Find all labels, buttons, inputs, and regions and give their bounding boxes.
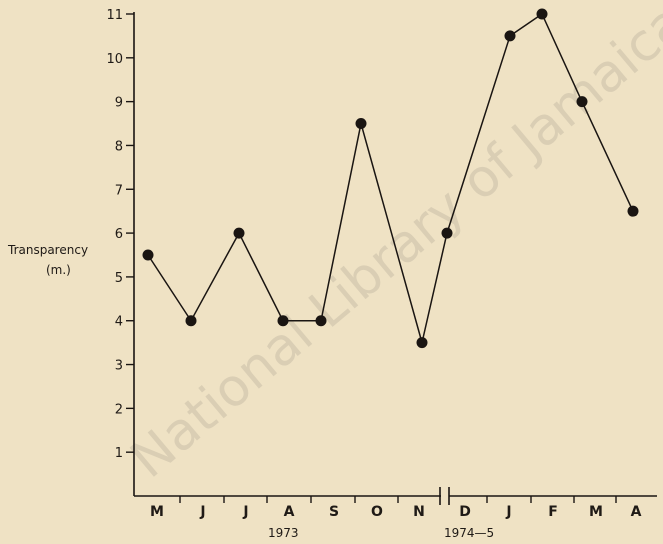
x-tick-label-5: O bbox=[371, 504, 383, 520]
x-tick-label-3: A bbox=[284, 504, 295, 520]
x-tick-label-4: S bbox=[329, 504, 339, 520]
data-point-8 bbox=[504, 30, 516, 42]
y-tick-label-8: 8 bbox=[115, 139, 123, 154]
y-axis-label-line2: (m.) bbox=[46, 263, 71, 277]
y-tick-label-5: 5 bbox=[115, 271, 123, 286]
data-point-7 bbox=[441, 227, 453, 239]
data-point-3 bbox=[277, 315, 289, 327]
y-tick-label-7: 7 bbox=[115, 183, 123, 198]
data-point-11 bbox=[627, 205, 639, 217]
series-transparency bbox=[142, 8, 639, 349]
data-point-4 bbox=[315, 315, 327, 327]
data-point-9 bbox=[536, 8, 548, 20]
x-tick-label-7: D bbox=[459, 504, 471, 520]
group-label-1974-5: 1974—5 bbox=[444, 526, 494, 540]
y-tick-label-4: 4 bbox=[115, 315, 123, 330]
y-tick-label-9: 9 bbox=[115, 96, 123, 111]
x-tick-label-11: A bbox=[631, 504, 642, 520]
watermark: National Library of Jamaica bbox=[120, 0, 663, 490]
x-tick-label-8: J bbox=[505, 504, 511, 520]
data-point-6 bbox=[416, 337, 428, 349]
data-point-5 bbox=[355, 118, 367, 130]
data-point-1 bbox=[185, 315, 197, 327]
data-point-2 bbox=[233, 227, 245, 239]
x-tick-label-0: M bbox=[150, 504, 164, 520]
y-tick-label-3: 3 bbox=[115, 359, 123, 374]
x-tick-label-2: J bbox=[242, 504, 248, 520]
group-label-1973: 1973 bbox=[268, 526, 299, 540]
y-tick-label-6: 6 bbox=[115, 227, 123, 242]
x-tick-label-6: N bbox=[413, 504, 425, 520]
data-point-10 bbox=[576, 96, 588, 108]
y-tick-label-11: 11 bbox=[106, 8, 123, 23]
y-tick-label-1: 1 bbox=[115, 446, 123, 461]
y-tick-label-10: 10 bbox=[106, 52, 123, 67]
data-point-0 bbox=[142, 249, 154, 261]
y-ticks: 1 2 3 4 5 6 7 8 9 10 11 bbox=[106, 8, 134, 461]
series-line bbox=[147, 12, 634, 343]
x-tick-label-9: F bbox=[548, 504, 558, 520]
y-axis-label-line1: Transparency bbox=[7, 243, 88, 257]
x-tick-label-1: J bbox=[199, 504, 205, 520]
x-tick-label-10: M bbox=[589, 504, 603, 520]
y-tick-label-2: 2 bbox=[115, 402, 123, 417]
